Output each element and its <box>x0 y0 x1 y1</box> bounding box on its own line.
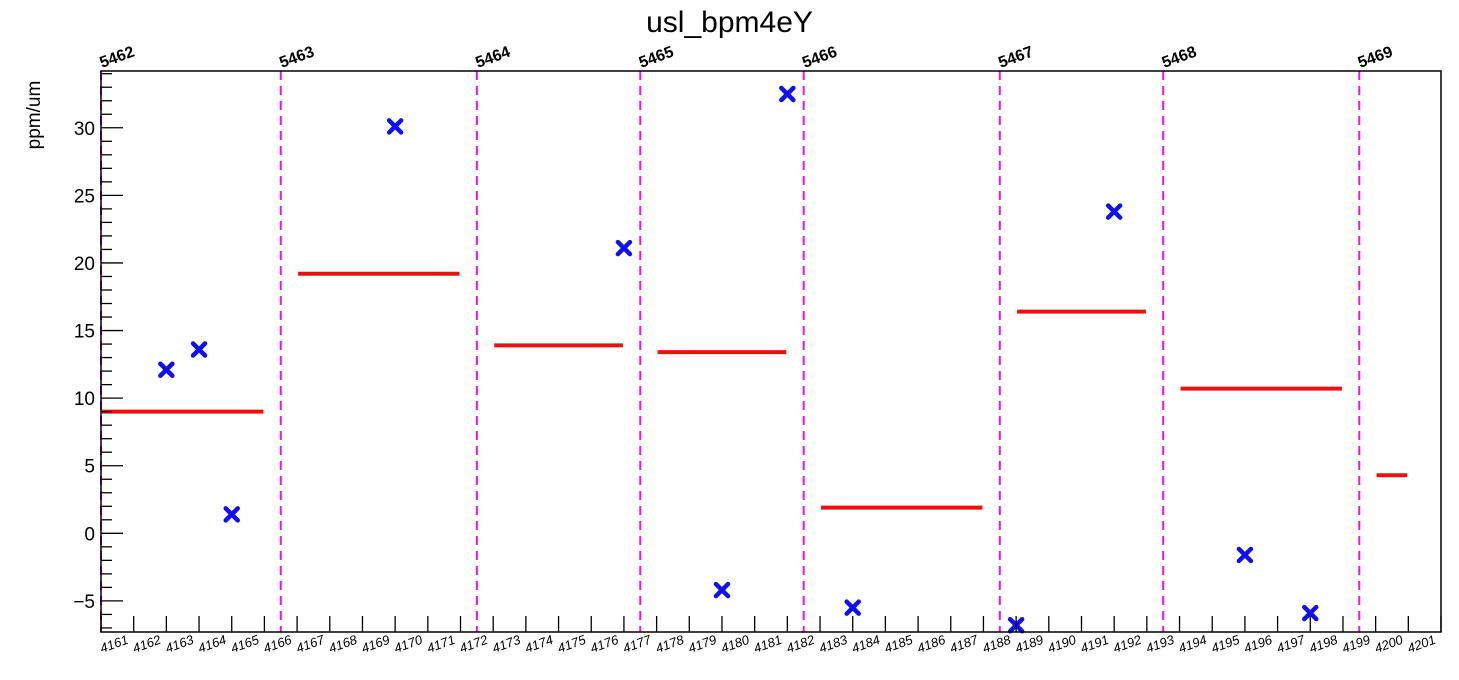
x-tick-label: 4163 <box>163 632 196 656</box>
labels-layer: 5462 5463 5464 5465 5466 5467 5468 5469 −5 0 5 10 15… <box>24 44 1438 656</box>
x-tick-label: 4195 <box>1209 632 1242 656</box>
y-tick-label: 5 <box>84 457 95 478</box>
x-tick-label: 4196 <box>1242 632 1275 656</box>
data-point <box>386 118 404 135</box>
data-point-stroke <box>713 581 731 599</box>
data-point-stroke <box>223 506 240 523</box>
data-point-stroke <box>1236 546 1254 564</box>
x-tick-label: 4194 <box>1176 632 1208 656</box>
y-tick-label: 0 <box>84 524 95 545</box>
y-tick-label: 15 <box>74 322 95 343</box>
data-point <box>713 581 731 599</box>
x-tick-label: 4182 <box>784 632 817 656</box>
data-point <box>615 239 633 257</box>
run-label: 5462 <box>98 44 137 72</box>
run-label: 5463 <box>277 44 316 72</box>
x-tick-label: 4185 <box>882 632 915 656</box>
y-tick-label: −5 <box>73 592 95 613</box>
x-tick-label: 4183 <box>817 632 850 656</box>
run-label: 5465 <box>637 44 676 72</box>
data-point-stroke <box>779 85 796 103</box>
run-mean-layer <box>102 271 1408 510</box>
data-point <box>1302 604 1319 622</box>
x-tick-label: 4179 <box>686 632 718 656</box>
data-point-stroke <box>844 599 861 616</box>
x-tick-label: 4200 <box>1373 632 1406 656</box>
run-label: 5464 <box>473 44 512 72</box>
x-tick-label: 4190 <box>1046 632 1079 656</box>
x-tick-label: 4184 <box>850 632 882 656</box>
data-point-stroke <box>386 118 404 135</box>
y-tick-label: 20 <box>74 254 95 275</box>
x-tick-label: 4173 <box>490 632 523 656</box>
x-tick-label: 4168 <box>327 632 360 656</box>
x-tick-label: 4180 <box>719 632 752 656</box>
x-tick-label: 4164 <box>196 632 228 656</box>
x-tick-label: 4201 <box>1405 632 1437 656</box>
x-tick-label: 4188 <box>980 632 1013 656</box>
x-tick-label: 4176 <box>588 632 621 656</box>
x-tick-label: 4189 <box>1013 632 1045 656</box>
axes-layer <box>100 70 1442 633</box>
data-point <box>190 341 208 358</box>
x-tick-label: 4166 <box>261 632 294 656</box>
x-tick-label: 4165 <box>229 632 262 656</box>
run-label: 5466 <box>800 44 839 72</box>
x-tick-label: 4199 <box>1340 632 1372 656</box>
data-point <box>1236 546 1254 564</box>
chart-title: usl_bpm4eY <box>646 6 813 39</box>
x-tick-label: 4192 <box>1111 632 1144 656</box>
x-tick-label: 4162 <box>131 632 164 656</box>
data-point-layer <box>158 85 1319 634</box>
x-tick-label: 4181 <box>752 632 784 656</box>
y-tick-label: 10 <box>74 389 95 410</box>
data-point-stroke <box>1302 604 1319 622</box>
data-point <box>223 506 240 523</box>
data-point-stroke <box>158 361 175 378</box>
data-point-stroke <box>1105 203 1123 220</box>
data-point <box>158 361 175 378</box>
data-point <box>1105 203 1123 220</box>
y-tick-label: 30 <box>74 119 95 140</box>
x-tick-label: 4171 <box>425 632 457 656</box>
x-tick-label: 4178 <box>654 632 687 656</box>
y-tick-label: 25 <box>74 186 95 207</box>
x-tick-label: 4170 <box>392 632 425 656</box>
x-tick-label: 4177 <box>621 632 654 656</box>
x-tick-label: 4169 <box>359 632 391 656</box>
data-point <box>779 85 796 103</box>
x-tick-label: 4167 <box>294 632 327 656</box>
y-axis-title: ppm/um <box>24 81 45 150</box>
run-label: 5467 <box>996 44 1035 72</box>
data-point-stroke <box>190 341 208 358</box>
data-point <box>844 599 861 616</box>
run-label: 5469 <box>1356 44 1395 72</box>
x-tick-label: 4172 <box>457 632 490 656</box>
x-tick-label: 4174 <box>523 632 555 656</box>
data-point-stroke <box>615 239 633 257</box>
x-tick-label: 4186 <box>915 632 948 656</box>
x-tick-label: 4161 <box>98 632 130 656</box>
plot-frame <box>100 70 1442 633</box>
x-tick-label: 4193 <box>1144 632 1177 656</box>
x-tick-label: 4175 <box>555 632 588 656</box>
run-label: 5468 <box>1160 44 1199 72</box>
x-tick-label: 4198 <box>1307 632 1340 656</box>
x-tick-label: 4187 <box>948 632 981 656</box>
x-tick-label: 4197 <box>1274 632 1307 656</box>
x-tick-label: 4191 <box>1078 632 1110 656</box>
